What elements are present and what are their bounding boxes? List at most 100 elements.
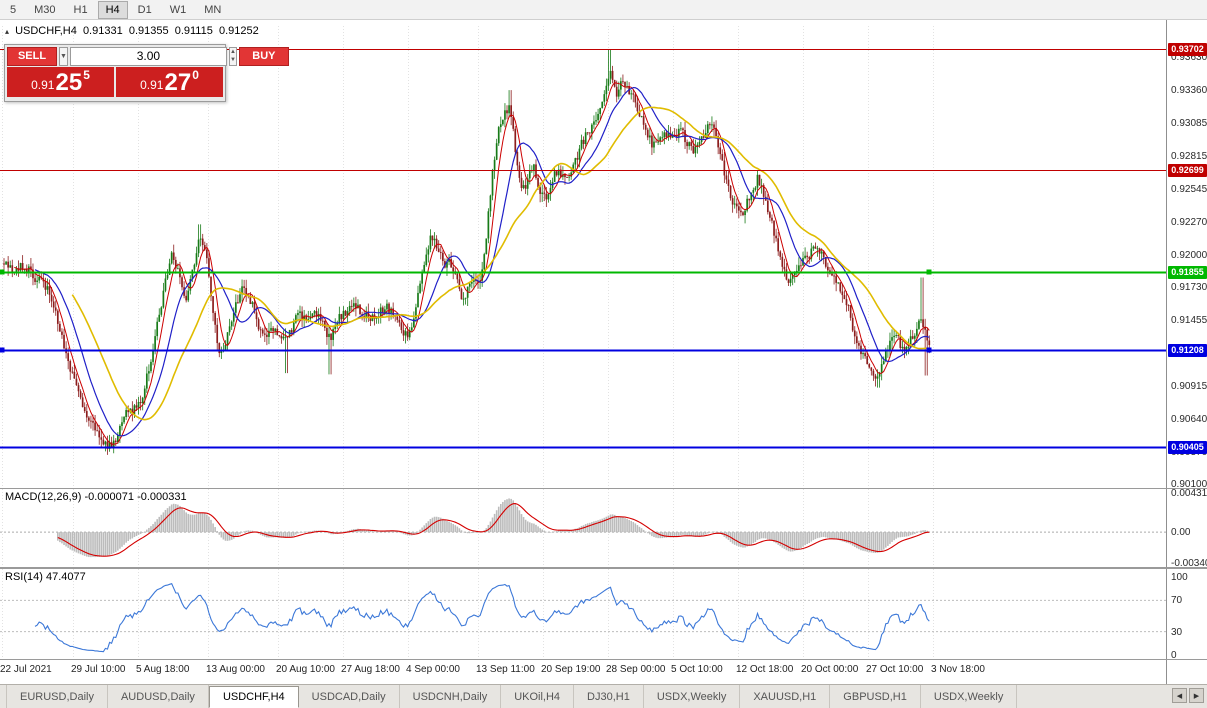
chart-symbol-label: USDCHF,H4: [15, 25, 77, 37]
time-axis: 22 Jul 2021 29 Jul 10:00 5 Aug 18:00 13 Aug…: [0, 662, 1166, 680]
tab-scroll-right-icon[interactable]: ▶: [1189, 688, 1204, 703]
timeframe-button-m30[interactable]: M30: [34, 3, 56, 16]
timeframe-button-h1[interactable]: H1: [73, 3, 88, 16]
chart-high-value: 0.91355: [128, 25, 169, 37]
chart-title: ▴ USDCHF,H4 0.91331 0.91355 0.91115 0.91…: [5, 25, 259, 37]
macd-signal-line: [57, 503, 930, 557]
chart-tab-xauusd-h1[interactable]: XAUUSD,H1: [740, 685, 831, 708]
time-axis-label: 12 Oct 18:00: [736, 664, 794, 675]
price-level-badge: 0.91855: [1168, 266, 1207, 280]
timeframe-buttons: 5 M30 H1 H4 D1 W1 MN: [2, 0, 229, 19]
price-axis-tick: 0.91730: [1171, 282, 1207, 294]
level-handle[interactable]: [926, 269, 932, 275]
grid-lines: [2, 26, 934, 488]
volume-dropdown-button[interactable]: ▼: [59, 46, 68, 66]
chart-tab-audusd-daily[interactable]: AUDUSD,Daily: [108, 685, 209, 708]
timeframe-button-w1[interactable]: W1: [169, 3, 187, 16]
time-axis-label: 28 Sep 00:00: [606, 664, 666, 675]
rsi-line: [34, 583, 930, 653]
candles-layer: [3, 48, 931, 455]
moving-average-line-34[interactable]: [71, 106, 930, 421]
time-axis-label: 13 Sep 11:00: [476, 664, 535, 675]
chart-window[interactable]: ▴ USDCHF,H4 0.91331 0.91355 0.91115 0.91…: [0, 20, 1166, 684]
rsi-axis-tick: 0: [1171, 650, 1177, 661]
timeframe-button-h4[interactable]: H4: [97, 0, 128, 19]
chart-tab-usdcnh-daily[interactable]: USDCNH,Daily: [400, 685, 502, 708]
price-axis-tick: 0.93360: [1171, 85, 1207, 97]
panel-separator[interactable]: [0, 488, 1207, 489]
price-axis-tick: 0.90915: [1171, 380, 1207, 392]
time-axis-label: 27 Oct 10:00: [866, 664, 924, 675]
price-axis-tick: 0.92815: [1171, 151, 1207, 162]
sell-price-main: 25: [55, 69, 83, 96]
time-axis-label: 13 Aug 00:00: [206, 664, 265, 675]
moving-average-line-6[interactable]: [14, 82, 930, 445]
rsi-axis-tick: 70: [1171, 595, 1183, 607]
panel-separator: [0, 659, 1207, 660]
price-axis[interactable]: 0.93630 0.93360 0.93085 0.92815 0.92545 0.922…: [1166, 20, 1207, 684]
moving-average-line-16[interactable]: [34, 86, 930, 437]
sell-price-display[interactable]: 0.91 25 5: [7, 67, 114, 97]
horizontal-level-lines[interactable]: [0, 49, 1166, 449]
sell-price-pip: 5: [83, 68, 90, 82]
rsi-axis-tick: 100: [1171, 572, 1188, 583]
grid-lines: [2, 569, 934, 659]
macd-axis-tick: 0.00: [1171, 527, 1191, 539]
price-axis-tick: 0.93630: [1171, 52, 1207, 64]
level-handle[interactable]: [0, 347, 5, 353]
timeframe-button-mn[interactable]: MN: [204, 3, 222, 16]
time-axis-label: 22 Jul 2021: [0, 664, 52, 675]
chart-open-value: 0.91331: [82, 25, 123, 37]
chart-tab-gbpusd-h1[interactable]: GBPUSD,H1: [830, 685, 921, 708]
chart-tab-dj30-h1[interactable]: DJ30,H1: [574, 685, 644, 708]
timeframe-button-d1[interactable]: D1: [137, 3, 152, 16]
tab-scroll-buttons: ◀ ▶: [1172, 688, 1204, 703]
volume-decrease-icon[interactable]: ▼: [229, 57, 236, 64]
time-axis-label: 5 Oct 10:00: [671, 664, 723, 675]
buy-price-prefix: 0.91: [140, 78, 164, 92]
time-axis-label: 5 Aug 18:00: [136, 664, 190, 675]
time-axis-label: 20 Aug 10:00: [276, 664, 335, 675]
volume-input[interactable]: [69, 46, 227, 66]
level-handle[interactable]: [926, 347, 932, 353]
chart-tab-eurusd-daily[interactable]: EURUSD,Daily: [6, 685, 108, 708]
collapse-icon[interactable]: ▴: [5, 27, 10, 36]
price-axis-tick: 0.90640: [1171, 414, 1207, 426]
macd-panel-canvas[interactable]: [0, 489, 1166, 567]
timeframe-toolbar: 5 M30 H1 H4 D1 W1 MN: [0, 0, 1207, 20]
timeframe-button-5[interactable]: 5: [10, 3, 17, 16]
chart-tab-usdx-weekly[interactable]: USDX,Weekly: [644, 685, 741, 708]
rsi-axis-tick: 30: [1171, 626, 1183, 638]
price-axis-tick: 0.92270: [1171, 216, 1207, 228]
macd-indicator-label: MACD(12,26,9) -0.000071 -0.000331: [5, 491, 187, 503]
chart-tab-usdx-weekly[interactable]: USDX,Weekly: [921, 685, 1018, 708]
chart-low-value: 0.91115: [174, 25, 213, 37]
chart-tab-bar: EURUSD,Daily AUDUSD,Daily USDCHF,H4 USDCAD,…: [0, 684, 1207, 708]
price-level-badge: 0.91208: [1168, 344, 1207, 358]
chart-tab-usdchf-h4[interactable]: USDCHF,H4: [208, 686, 299, 708]
time-axis-label: 20 Oct 00:00: [801, 664, 859, 675]
sell-button[interactable]: SELL: [7, 46, 57, 66]
buy-button[interactable]: BUY: [238, 46, 289, 66]
one-click-trading-panel: SELL ▼ ▲ ▼ BUY 0.91 25 5 0.91 27 0: [4, 44, 289, 102]
chart-close-value: 0.91252: [218, 25, 259, 37]
price-chart-canvas[interactable]: [0, 26, 1166, 488]
rsi-panel-canvas[interactable]: [0, 569, 1166, 659]
time-axis-label: 27 Aug 18:00: [341, 664, 400, 675]
macd-axis-tick: -0.00340: [1171, 558, 1207, 569]
buy-price-pip: 0: [192, 68, 199, 82]
rsi-indicator-label: RSI(14) 47.4077: [5, 571, 86, 583]
chart-tab-ukoil-h4[interactable]: UKOil,H4: [501, 685, 575, 708]
buy-price-display[interactable]: 0.91 27 0: [116, 67, 223, 97]
panel-separator[interactable]: [0, 567, 1207, 569]
time-axis-label: 4 Sep 00:00: [406, 664, 460, 675]
macd-histogram: [57, 498, 931, 558]
time-axis-label: 3 Nov 18:00: [931, 664, 985, 675]
price-axis-tick: 0.92000: [1171, 249, 1207, 261]
level-handle[interactable]: [0, 269, 5, 275]
tab-scroll-left-icon[interactable]: ◀: [1172, 688, 1187, 703]
volume-increase-icon[interactable]: ▲: [229, 48, 236, 55]
chart-tab-usdcad-daily[interactable]: USDCAD,Daily: [299, 685, 400, 708]
price-axis-tick: 0.91455: [1171, 315, 1207, 327]
